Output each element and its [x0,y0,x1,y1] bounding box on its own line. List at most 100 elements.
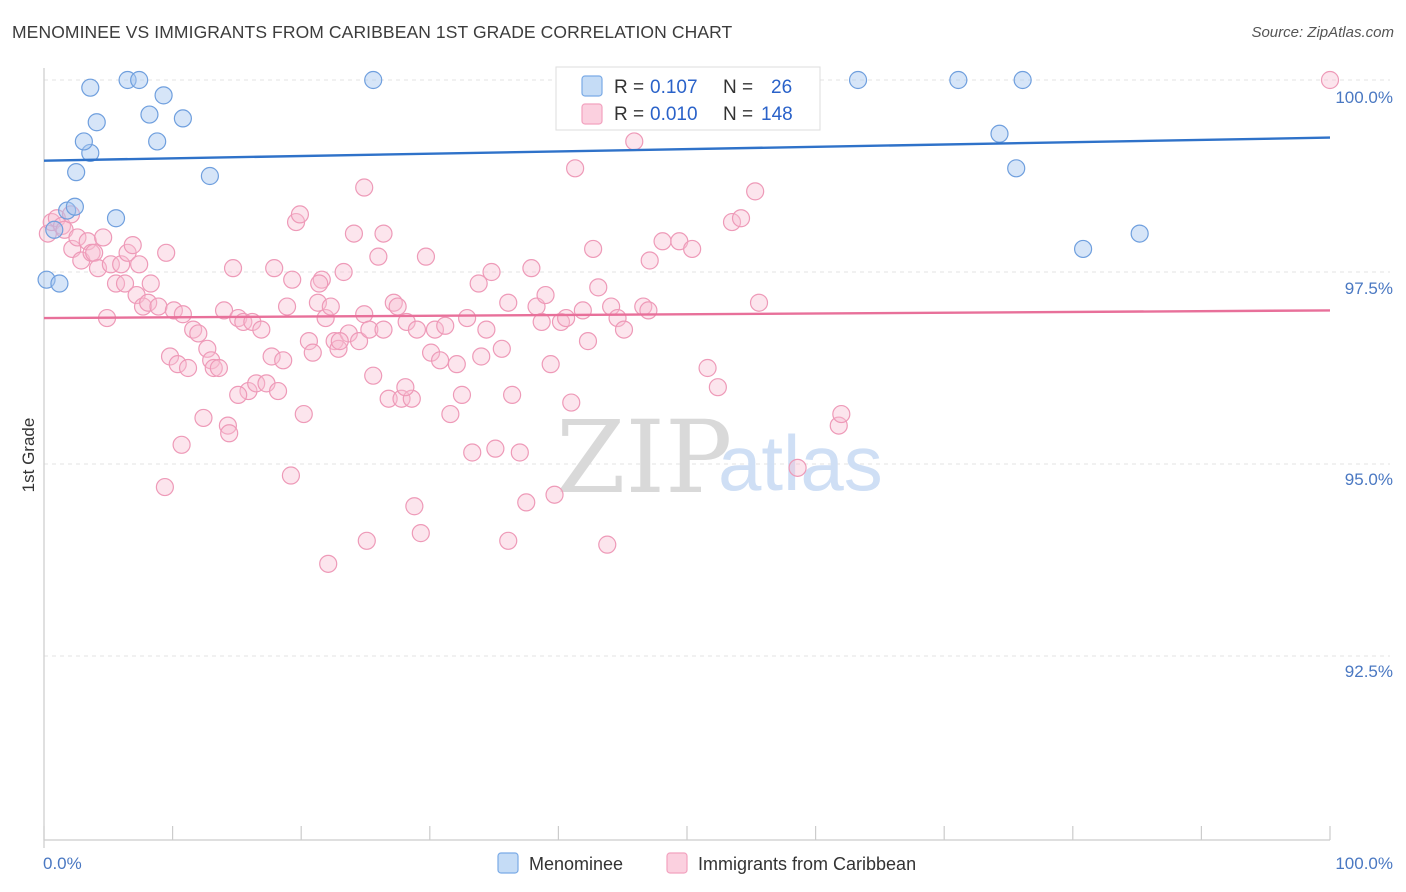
bottom-legend-swatch-caribbean [666,852,688,874]
caribbean-point-30 [168,355,187,374]
watermark-zip: ZIP [556,399,732,516]
caribbean-point-112 [573,301,592,320]
caribbean-point-114 [584,239,603,259]
caribbean-point-86 [425,320,445,339]
caribbean-point-13 [94,228,113,247]
caribbean-point-53 [274,351,293,370]
caribbean-point-109 [557,308,576,328]
menominee-trend-line [43,136,1331,162]
watermark-atlas: atlas [718,419,883,507]
caribbean-point-148 [374,320,393,339]
caribbean-point-135 [598,535,617,554]
menominee-point-19 [848,70,868,90]
caribbean-point-99 [499,293,518,312]
caribbean-point-131 [788,458,807,477]
bottom-legend-label-menominee: Menominee [529,854,623,874]
caribbean-point-149 [396,378,415,397]
y-tick-labels: 100.0% 97.5% 95.0% 92.5% [1335,88,1393,681]
caribbean-point-26 [149,297,168,316]
caribbean-point-17 [112,255,131,274]
caribbean-point-97 [486,439,505,458]
caribbean-point-54 [277,297,297,316]
y-tick-label-95: 95.0% [1345,470,1393,489]
caribbean-point-126 [708,378,727,397]
caribbean-point-76 [379,389,398,408]
caribbean-point-15 [101,255,120,274]
legend-top: R = 0.107 N = 26 R = 0.010 N = 148 [555,66,821,131]
menominee-point-4 [65,197,84,216]
bottom-legend-label-caribbean: Immigrants from Caribbean [698,854,916,874]
legend-bottom: Menominee Immigrants from Caribbean [497,852,916,874]
caribbean-point-63 [316,308,335,328]
trend-layer [43,136,1331,320]
menominee-point-2 [45,220,64,239]
caribbean-point-18 [115,274,135,293]
caribbean-point-89 [441,404,460,424]
bottom-legend-swatch-menominee [497,852,519,874]
menominee-point-23 [1007,159,1026,178]
menominee-point-15 [154,86,173,105]
caribbean-point-107 [545,485,564,504]
caribbean-point-51 [265,259,284,278]
caribbean-point-80 [397,312,416,332]
caribbean-point-81 [402,389,421,408]
caribbean-point-106 [536,285,555,305]
caribbean-point-147 [355,178,374,197]
caribbean-point-41 [218,416,237,435]
y-tick-label-92-5: 92.5% [1345,662,1393,681]
caribbean-point-64 [321,297,340,316]
caribbean-point-100 [503,385,522,404]
caribbean-point-73 [364,366,383,385]
caribbean-point-22 [130,255,149,274]
caribbean-point-102 [517,493,536,512]
caribbean-point-150 [472,347,491,366]
caribbean-point-7 [68,228,87,247]
caribbean-point-134 [1320,70,1340,90]
caribbean-point-127 [722,212,742,232]
caribbean-point-91 [452,385,472,404]
menominee-point-18 [364,70,383,90]
caribbean-point-113 [578,332,598,351]
chart-title: MENOMINEE VS IMMIGRANTS FROM CARIBBEAN 1… [12,22,733,42]
caribbean-point-69 [344,224,364,243]
caribbean-point-31 [173,305,192,324]
caribbean-point-101 [510,443,529,462]
y-tick-label-97-5: 97.5% [1345,279,1393,298]
caribbean-point-96 [482,262,501,282]
caribbean-point-35 [194,408,213,428]
menominee-point-5 [67,163,86,182]
menominee-point-13 [140,105,159,124]
caribbean-point-66 [329,339,348,358]
menominee-point-21 [1013,70,1032,90]
legend-r-label-caribbean: R = [614,104,644,125]
menominee-point-22 [990,124,1009,143]
caribbean-point-90 [447,355,466,374]
menominee-point-17 [200,166,219,186]
caribbean-point-145 [310,274,329,293]
caribbean-trend-line [43,309,1331,320]
y-axis-title: 1st Grade [19,418,38,493]
legend-n-label-caribbean: N = [723,104,753,125]
caribbean-point-45 [239,381,258,401]
menominee-point-7 [74,132,93,151]
caribbean-point-151 [541,355,560,374]
legend-swatch-menominee [581,75,603,97]
caribbean-point-40 [214,301,234,320]
caribbean-point-67 [334,262,353,282]
grid-layer [44,79,1390,657]
caribbean-point-42 [223,259,243,278]
axes-layer [43,68,1331,848]
caribbean-point-138 [357,531,376,550]
x-tick-label-0: 0.0% [43,854,82,873]
caribbean-point-39 [209,358,228,378]
caribbean-point-78 [388,297,407,316]
caribbean-point-74 [369,247,388,266]
caribbean-point-122 [653,232,672,251]
legend-r-value-menominee: 0.107 [650,77,698,98]
caribbean-point-87 [430,351,450,370]
legend-r-value-caribbean: 0.010 [650,104,698,125]
caribbean-point-103 [522,259,541,278]
caribbean-point-47 [247,374,266,393]
caribbean-point-125 [698,358,717,378]
